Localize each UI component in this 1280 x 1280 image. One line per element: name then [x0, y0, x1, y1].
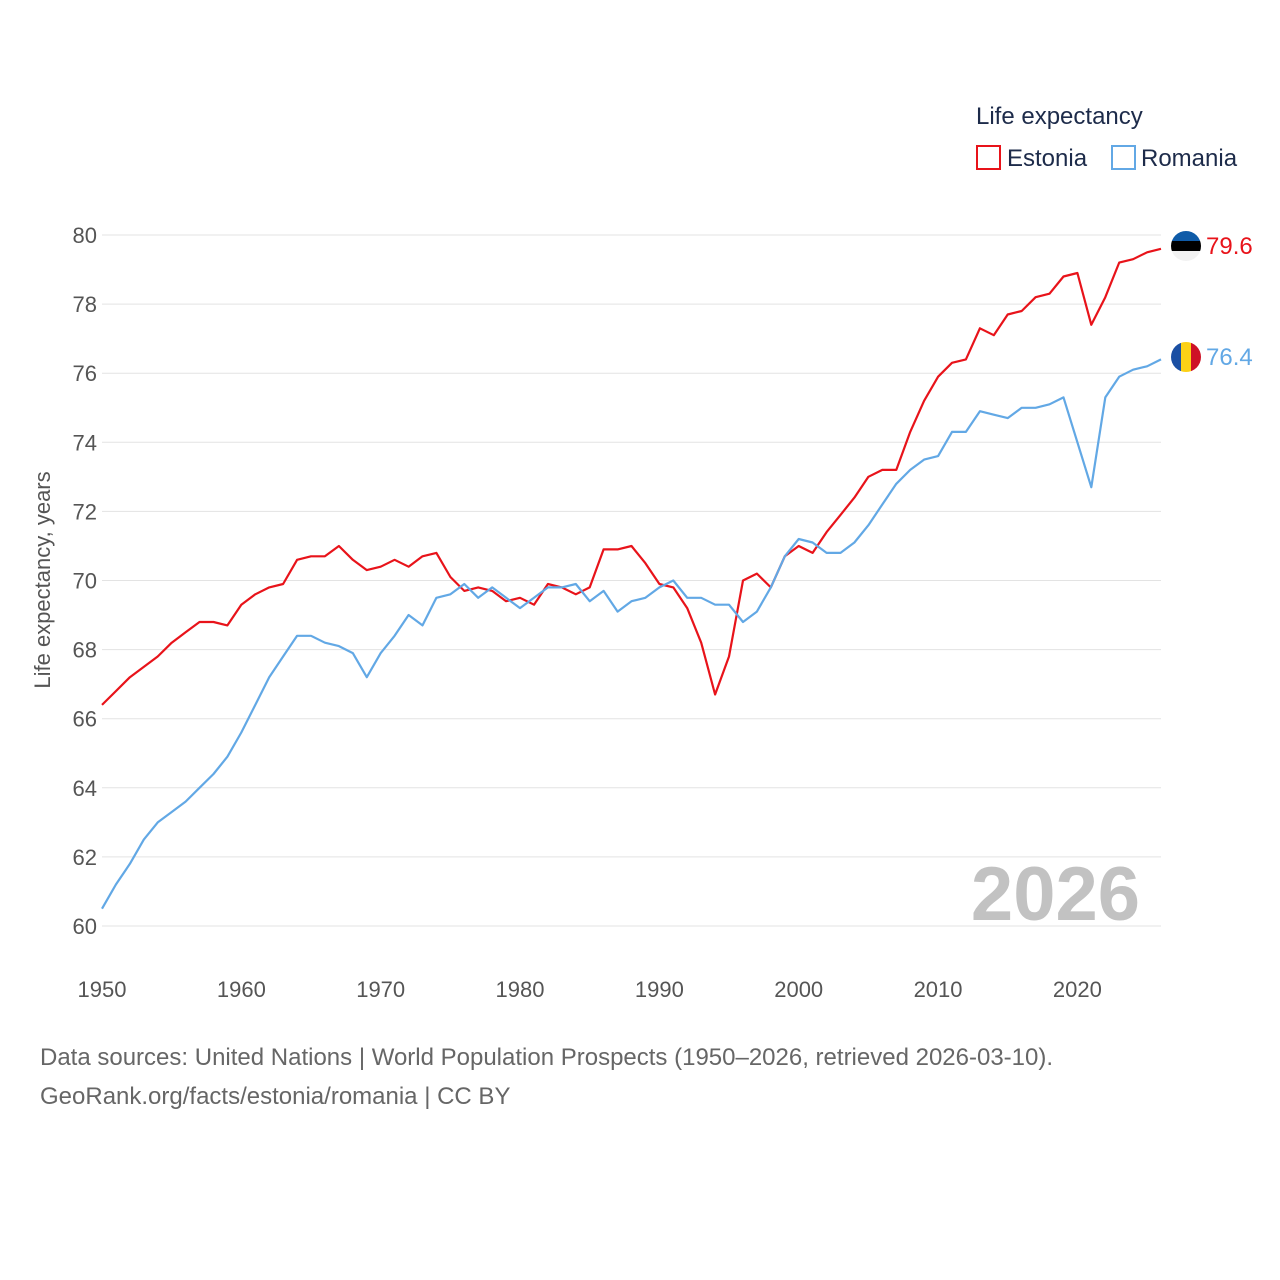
legend-item-romania[interactable]: Romania: [1111, 145, 1238, 172]
legend-label-romania: Romania: [1141, 145, 1238, 172]
footer-attribution[interactable]: GeoRank.org/facts/estonia/romania | CC B…: [40, 1083, 511, 1110]
x-axis-ticks: 1950 1960 1970 1980 1990 2000 2010 2020: [78, 977, 1102, 1002]
legend-label-estonia: Estonia: [1007, 145, 1088, 172]
x-tick-1960: 1960: [217, 977, 266, 1002]
y-axis-label: Life expectancy, years: [30, 471, 55, 688]
y-tick-64: 64: [73, 776, 97, 801]
x-tick-1980: 1980: [496, 977, 545, 1002]
footer-sources: Data sources: United Nations | World Pop…: [40, 1044, 1054, 1071]
y-tick-68: 68: [73, 638, 97, 663]
legend[interactable]: Life expectancy Estonia Romania: [976, 103, 1238, 172]
romania-flag-icon: [1171, 342, 1201, 372]
x-tick-2020: 2020: [1053, 977, 1102, 1002]
estonia-end-value: 79.6: [1206, 233, 1253, 260]
y-tick-60: 60: [73, 914, 97, 939]
y-tick-76: 76: [73, 361, 97, 386]
y-tick-78: 78: [73, 292, 97, 317]
gridlines: [102, 234, 1161, 927]
y-tick-80: 80: [73, 223, 97, 248]
series-line-estonia[interactable]: [101, 247, 1162, 706]
legend-swatch-estonia: [976, 145, 1001, 170]
legend-title: Life expectancy: [976, 103, 1143, 130]
x-tick-1970: 1970: [356, 977, 405, 1002]
current-year-watermark: 2026: [971, 852, 1140, 937]
y-tick-70: 70: [73, 569, 97, 594]
y-tick-62: 62: [73, 845, 97, 870]
y-tick-72: 72: [73, 499, 97, 524]
x-tick-1950: 1950: [78, 977, 127, 1002]
series-line-romania[interactable]: [101, 358, 1162, 910]
estonia-flag-icon: [1171, 231, 1201, 261]
y-tick-74: 74: [73, 430, 97, 455]
x-tick-1990: 1990: [635, 977, 684, 1002]
romania-end-value: 76.4: [1206, 344, 1253, 371]
x-tick-2010: 2010: [914, 977, 963, 1002]
y-axis-ticks: 60 62 64 66 68 70 72 74 76 78 80: [73, 223, 97, 939]
legend-swatch-romania: [1111, 145, 1136, 170]
legend-item-estonia[interactable]: Estonia: [976, 145, 1088, 172]
x-tick-2000: 2000: [774, 977, 823, 1002]
y-tick-66: 66: [73, 707, 97, 732]
series-lines: [101, 247, 1162, 910]
